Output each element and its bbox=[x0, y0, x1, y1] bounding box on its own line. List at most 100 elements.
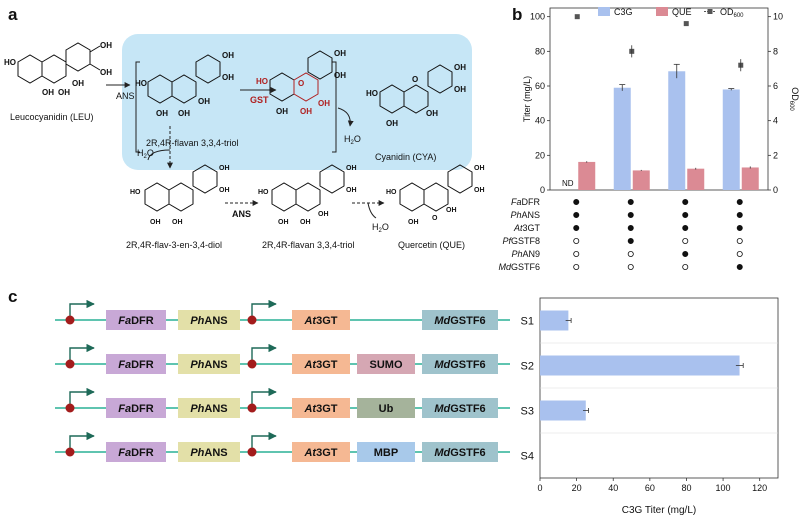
fusion-tag-box bbox=[357, 354, 415, 374]
x-tick-label: 20 bbox=[572, 483, 582, 493]
panel-b: b 0 20 40 60 80 100 0 2 4 6 8 10 Titer (mg/L) OD600 ND… bbox=[498, 5, 800, 272]
svg-text:OH: OH bbox=[408, 219, 419, 226]
svg-text:OH: OH bbox=[318, 99, 330, 108]
promoter-dot bbox=[247, 359, 257, 369]
svg-text:HO: HO bbox=[256, 77, 268, 86]
promoter-dot bbox=[65, 315, 75, 325]
legend-marker-od600 bbox=[707, 9, 713, 14]
svg-text:OH: OH bbox=[474, 187, 485, 194]
promoter-arrow bbox=[251, 299, 277, 320]
gene-row-label: PfGSTF8 bbox=[502, 236, 540, 246]
bracket-left bbox=[135, 61, 140, 153]
mark-present bbox=[736, 224, 743, 231]
mark-present bbox=[736, 263, 743, 270]
construct-diagrams: FaDFR PhANS At3GT MdGSTF6 FaDFR PhANS At3GT MdG… bbox=[55, 299, 510, 462]
mark-absent bbox=[682, 263, 689, 270]
mark-absent bbox=[573, 263, 580, 270]
mark-present bbox=[682, 211, 689, 218]
y2-tick-label: 2 bbox=[773, 150, 778, 160]
bar-que bbox=[632, 170, 650, 190]
promoter-dot bbox=[65, 403, 75, 413]
gene-box bbox=[106, 442, 166, 462]
y-axis-label: Titer (mg/L) bbox=[522, 76, 532, 122]
gene-row-label: MdGSTF6 bbox=[498, 262, 540, 272]
gene-box bbox=[422, 354, 498, 374]
fusion-tag-box bbox=[357, 442, 415, 462]
gene-row-label: PhANS bbox=[510, 210, 540, 220]
mark-present bbox=[573, 211, 580, 218]
gene-box-label: FaDFR bbox=[118, 447, 154, 459]
panel-a-letter: a bbox=[8, 5, 18, 24]
promoter-dot bbox=[247, 403, 257, 413]
svg-text:OH: OH bbox=[318, 211, 329, 218]
gene-box bbox=[178, 310, 240, 330]
promoter-dot bbox=[65, 447, 75, 457]
cyanidin-atoms: HO O OH OH OH OH bbox=[366, 63, 466, 128]
mark-present bbox=[627, 237, 634, 244]
svg-text:OH: OH bbox=[100, 68, 112, 77]
bar-c3g bbox=[668, 71, 686, 190]
triol-top-label: 2R,4R-flavan 3,3,4-triol bbox=[146, 138, 239, 148]
svg-text:HO: HO bbox=[366, 89, 378, 98]
y2-tick-label: 4 bbox=[773, 116, 778, 126]
legend-label-c3g: C3G bbox=[614, 7, 633, 17]
panel-a: a HO OH OH OH OH OH Leucocyanidin (LEU) … bbox=[4, 5, 485, 250]
svg-text:OH: OH bbox=[334, 71, 346, 80]
gene-box bbox=[292, 442, 350, 462]
gene-box bbox=[292, 354, 350, 374]
legend-swatch-c3g bbox=[598, 7, 610, 16]
y2-tick-label: 10 bbox=[773, 12, 783, 22]
gene-box-label: At3GT bbox=[303, 403, 337, 415]
triol-bottom-structure bbox=[271, 164, 345, 212]
gst-label: GST bbox=[250, 95, 269, 105]
quercetin-structure bbox=[399, 164, 473, 212]
panel-b-letter: b bbox=[512, 5, 522, 24]
gene-box bbox=[106, 354, 166, 374]
y-tick-label: 80 bbox=[535, 46, 545, 56]
svg-text:OH: OH bbox=[346, 187, 357, 194]
gene-box-label: PhANS bbox=[190, 403, 227, 415]
gene-row-label: At3GT bbox=[513, 223, 541, 233]
svg-text:OH: OH bbox=[219, 165, 230, 172]
fusion-tag-label: MBP bbox=[374, 447, 398, 459]
leucocyanidin-structure bbox=[17, 42, 101, 84]
bar-c3g-titer bbox=[540, 355, 740, 376]
category-label: S3 bbox=[521, 406, 534, 418]
promoter-arrow bbox=[69, 387, 95, 408]
bracket-right bbox=[332, 61, 337, 153]
y2-axis-label: OD600 bbox=[788, 87, 800, 111]
gene-box bbox=[292, 310, 350, 330]
legend-label-od600: OD600 bbox=[720, 7, 744, 19]
svg-text:OH: OH bbox=[172, 219, 183, 226]
gene-box bbox=[422, 398, 498, 418]
svg-text:OH: OH bbox=[178, 109, 190, 118]
diol-structure bbox=[144, 164, 218, 212]
gene-box-label: FaDFR bbox=[118, 315, 154, 327]
mark-absent bbox=[736, 237, 743, 244]
intermediate-structure bbox=[269, 50, 333, 102]
gene-box-label: MdGSTF6 bbox=[434, 359, 485, 371]
water-label-top: H2O bbox=[344, 134, 361, 146]
quercetin-atoms: HO OH O OH OH OH bbox=[386, 165, 485, 226]
fusion-tag-box bbox=[357, 398, 415, 418]
svg-text:OH: OH bbox=[156, 109, 168, 118]
svg-text:OH: OH bbox=[334, 49, 346, 58]
bar-c3g bbox=[722, 89, 740, 190]
mark-absent bbox=[736, 250, 743, 257]
svg-text:HO: HO bbox=[4, 58, 16, 67]
svg-text:OH: OH bbox=[150, 219, 161, 226]
gene-box-label: MdGSTF6 bbox=[434, 315, 485, 327]
gene-box-label: FaDFR bbox=[118, 359, 154, 371]
panel-b-gene-table: FaDFR PhANS At3GT PfGSTF8 PhAN9 MdGSTF6 bbox=[498, 197, 743, 272]
svg-text:OH: OH bbox=[42, 88, 54, 97]
mark-present bbox=[736, 211, 743, 218]
gene-row-label: PhAN9 bbox=[511, 249, 540, 259]
bar-c3g-titer bbox=[540, 400, 586, 421]
gene-box-label: At3GT bbox=[303, 359, 337, 371]
gene-box-label: MdGSTF6 bbox=[434, 403, 485, 415]
mark-present bbox=[627, 211, 634, 218]
y-tick-label: 0 bbox=[540, 185, 545, 195]
svg-text:OH: OH bbox=[446, 207, 457, 214]
water-label-side: H2O bbox=[137, 148, 154, 160]
x-tick-label: 60 bbox=[645, 483, 655, 493]
